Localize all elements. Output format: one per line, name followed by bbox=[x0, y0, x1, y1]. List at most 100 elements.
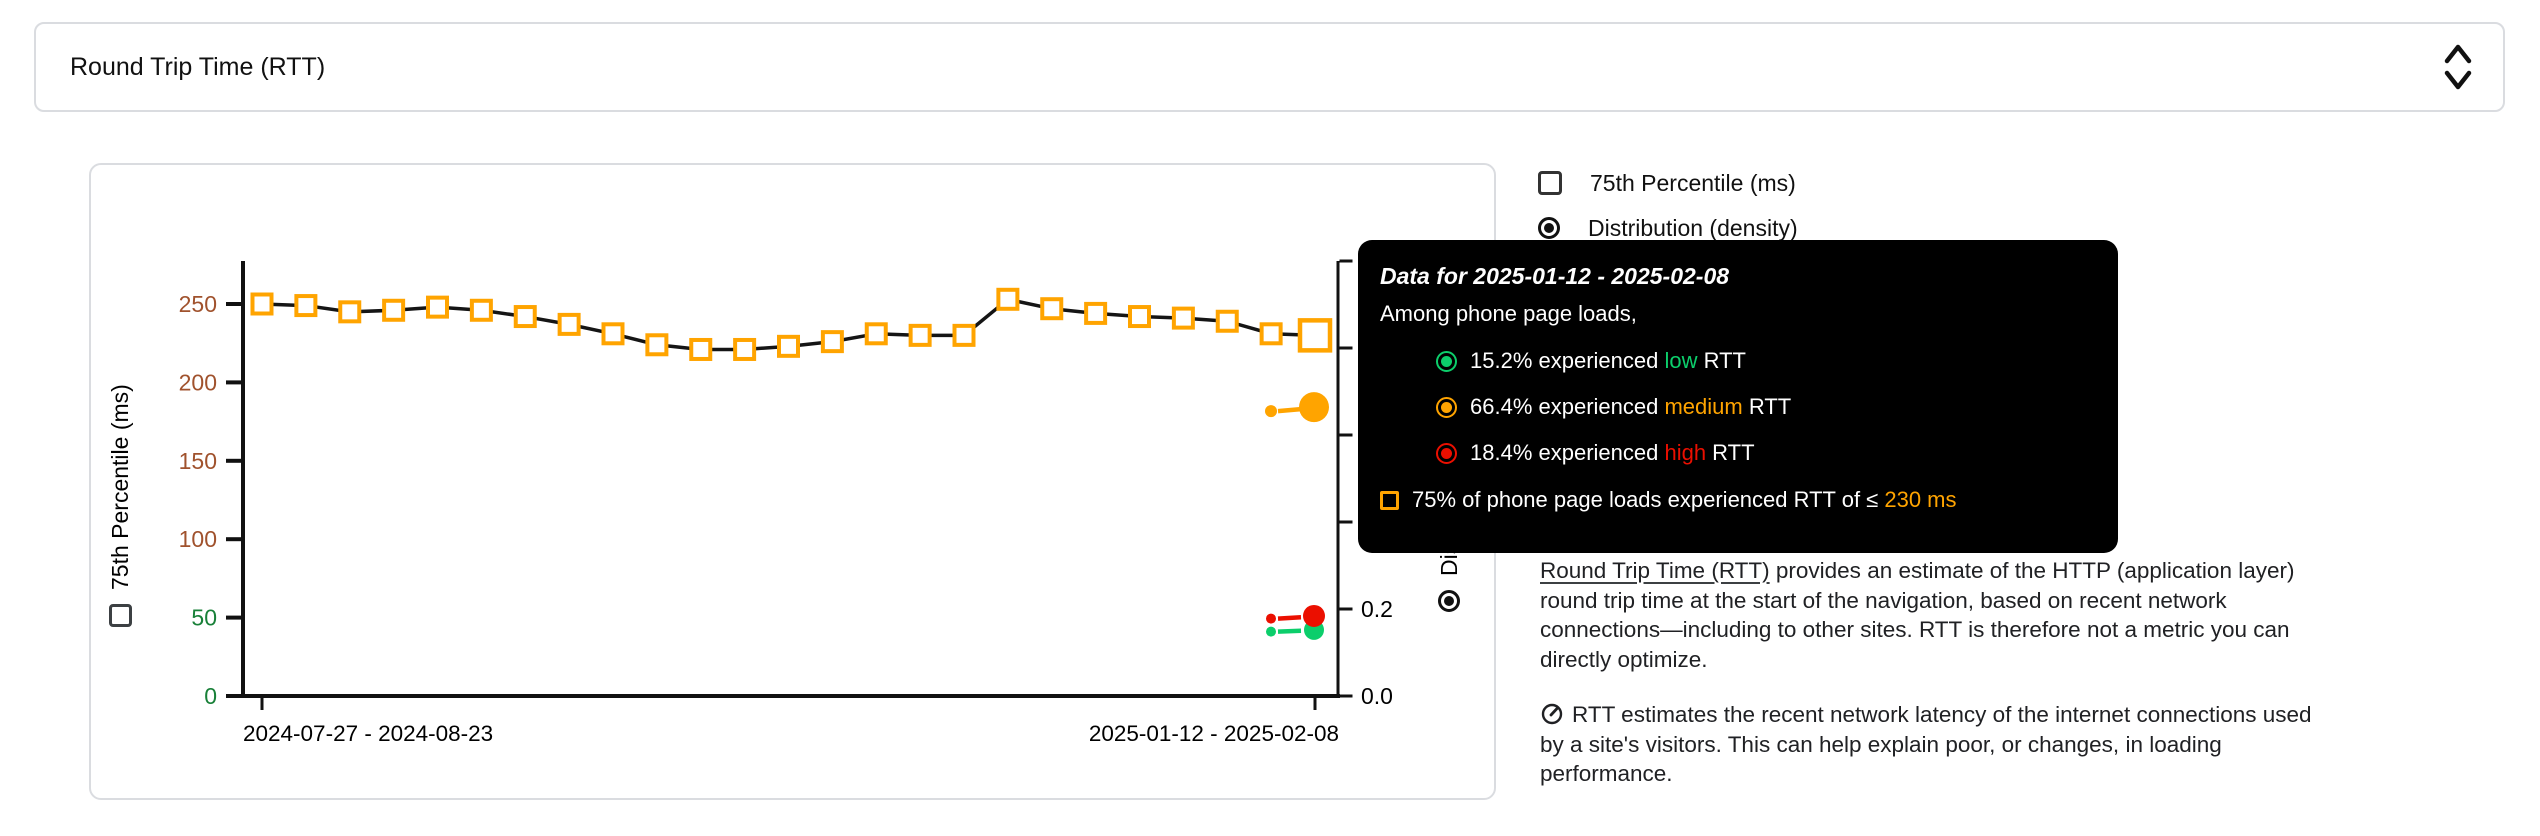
density-dot-icon bbox=[1436, 350, 1457, 372]
rtt-point-marker[interactable] bbox=[1040, 297, 1064, 321]
density-dot-icon bbox=[1436, 396, 1457, 418]
y-axis-tick-label: 250 bbox=[179, 291, 217, 317]
radio-selected-icon[interactable] bbox=[1438, 590, 1460, 612]
rtt-point-marker[interactable] bbox=[513, 305, 537, 329]
density-connector bbox=[1277, 615, 1302, 621]
tooltip: Data for 2025-01-12 - 2025-02-08 Among p… bbox=[1358, 240, 2118, 553]
rtt-point-marker[interactable] bbox=[689, 337, 713, 361]
rtt-point-marker[interactable] bbox=[601, 322, 625, 346]
rtt-point-marker[interactable] bbox=[250, 292, 274, 316]
rtt-point-marker[interactable] bbox=[469, 298, 493, 322]
rtt-point-marker[interactable] bbox=[1128, 305, 1151, 329]
y2-axis-tick-label: 0.2 bbox=[1361, 596, 1393, 622]
axis-tick bbox=[1339, 607, 1353, 611]
square-marker-icon bbox=[1380, 490, 1399, 510]
y-axis bbox=[241, 261, 245, 698]
rtt-point-marker[interactable] bbox=[733, 337, 757, 361]
density-connector bbox=[1277, 406, 1302, 414]
rtt-point-marker[interactable] bbox=[294, 294, 318, 318]
series-legend: 75th Percentile (ms) Distribution (densi… bbox=[1538, 170, 1798, 241]
density-dot-medium[interactable] bbox=[1299, 392, 1329, 423]
chart-card bbox=[89, 163, 1496, 800]
rtt-point-marker[interactable] bbox=[864, 322, 888, 346]
rtt-point-marker[interactable] bbox=[645, 333, 669, 357]
tooltip-row: 15.2% experienced low RTT bbox=[1436, 346, 2094, 376]
axis-tick bbox=[226, 694, 241, 698]
density-dot-low-prev[interactable] bbox=[1266, 626, 1276, 637]
rtt-point-marker[interactable] bbox=[996, 287, 1020, 311]
axis-tick bbox=[1339, 433, 1353, 437]
tooltip-threshold-text: 75% of phone page loads experienced RTT … bbox=[1412, 487, 1885, 512]
tooltip-rows: 15.2% experienced low RTT 66.4% experienc… bbox=[1380, 346, 2094, 468]
metric-select[interactable]: Round Trip Time (RTT) bbox=[34, 22, 2505, 112]
legend-item-distribution[interactable]: Distribution (density) bbox=[1538, 215, 1798, 241]
rtt-point-marker[interactable] bbox=[426, 295, 449, 319]
rtt-point-marker-current[interactable] bbox=[1297, 318, 1333, 353]
legend-label-distribution: Distribution (density) bbox=[1588, 214, 1798, 241]
radio-selected-icon[interactable] bbox=[1538, 217, 1560, 239]
tooltip-row: 66.4% experienced medium RTT bbox=[1436, 392, 2094, 422]
rtt-point-marker[interactable] bbox=[1171, 306, 1195, 330]
axis-tick bbox=[226, 537, 241, 542]
density-dot-high-prev[interactable] bbox=[1266, 613, 1276, 624]
rtt-point-marker[interactable] bbox=[952, 323, 976, 347]
gauge-icon bbox=[1541, 703, 1563, 725]
tooltip-row: 18.4% experienced high RTT bbox=[1436, 438, 2094, 468]
rating-label: high bbox=[1664, 440, 1707, 465]
axis-tick bbox=[1313, 698, 1317, 710]
axis-tick bbox=[260, 698, 264, 710]
checkbox-unchecked-icon[interactable] bbox=[108, 604, 132, 627]
description-text-2: RTT estimates the recent network latency… bbox=[1540, 702, 2312, 786]
rtt-point-marker[interactable] bbox=[338, 300, 362, 324]
rating-label: medium bbox=[1664, 394, 1743, 419]
x-axis-last-label: 2025-01-12 - 2025-02-08 bbox=[1089, 721, 1339, 746]
x-axis bbox=[241, 694, 1340, 698]
density-dot-medium-prev[interactable] bbox=[1265, 405, 1277, 418]
description-paragraph-2: RTT estimates the recent network latency… bbox=[1540, 700, 2340, 789]
axis-tick bbox=[1339, 346, 1353, 350]
rtt-point-marker[interactable] bbox=[557, 312, 581, 336]
x-axis-first-label: 2024-07-27 - 2024-08-23 bbox=[243, 721, 493, 746]
rtt-point-marker[interactable] bbox=[1084, 301, 1108, 325]
axis-tick bbox=[1339, 520, 1353, 524]
rating-label: low bbox=[1664, 348, 1698, 373]
tooltip-title: Data for 2025-01-12 - 2025-02-08 bbox=[1380, 263, 1730, 289]
y2-axis-tick-label: 0.0 bbox=[1361, 683, 1393, 709]
y-axis-tick-label: 0 bbox=[204, 683, 217, 709]
rtt-point-marker[interactable] bbox=[382, 298, 406, 322]
axis-tick bbox=[226, 458, 241, 463]
tooltip-threshold-value: 230 ms bbox=[1884, 487, 1957, 512]
legend-label-percentile: 75th Percentile (ms) bbox=[1590, 169, 1796, 196]
description-paragraph-1: Round Trip Time (RTT) provides an estima… bbox=[1540, 556, 2340, 674]
y-axis-tick-label: 200 bbox=[179, 369, 217, 395]
density-dot-high[interactable] bbox=[1303, 604, 1325, 627]
y-axis-tick-label: 150 bbox=[179, 448, 217, 474]
y-axis-tick-label: 100 bbox=[179, 526, 217, 552]
y-axis-tick-label: 50 bbox=[191, 605, 217, 631]
description-text-1: provides an estimate of the HTTP (applic… bbox=[1540, 558, 2295, 672]
tooltip-subtitle: Among phone page loads, bbox=[1380, 301, 1637, 326]
y-axis-title-label: 75th Percentile (ms) bbox=[106, 384, 133, 590]
rtt-point-marker[interactable] bbox=[820, 330, 844, 354]
unfold-more-icon bbox=[2444, 44, 2472, 90]
axis-tick bbox=[226, 615, 241, 620]
rtt-point-marker[interactable] bbox=[908, 323, 932, 347]
rtt-chart[interactable]: 0501001502002500.00.20.40.60.81.02024-07… bbox=[89, 163, 1496, 800]
axis-tick bbox=[1339, 694, 1353, 698]
checkbox-unchecked-icon[interactable] bbox=[1538, 171, 1562, 195]
density-dot-icon bbox=[1436, 442, 1457, 464]
tooltip-threshold-row: 75% of phone page loads experienced RTT … bbox=[1380, 485, 2094, 515]
y-axis-title[interactable]: 75th Percentile (ms) bbox=[103, 297, 137, 627]
axis-tick bbox=[226, 302, 241, 306]
y2-axis bbox=[1336, 261, 1340, 698]
rtt-point-marker[interactable] bbox=[1259, 322, 1283, 346]
density-connector bbox=[1277, 628, 1302, 634]
legend-item-percentile[interactable]: 75th Percentile (ms) bbox=[1538, 170, 1798, 196]
rtt-point-marker[interactable] bbox=[777, 334, 800, 358]
axis-tick bbox=[226, 380, 241, 385]
metric-description: Round Trip Time (RTT) provides an estima… bbox=[1540, 556, 2340, 789]
metric-link[interactable]: Round Trip Time (RTT) bbox=[1540, 558, 1770, 583]
rtt-point-marker[interactable] bbox=[1215, 309, 1239, 333]
metric-select-label: Round Trip Time (RTT) bbox=[70, 52, 326, 81]
